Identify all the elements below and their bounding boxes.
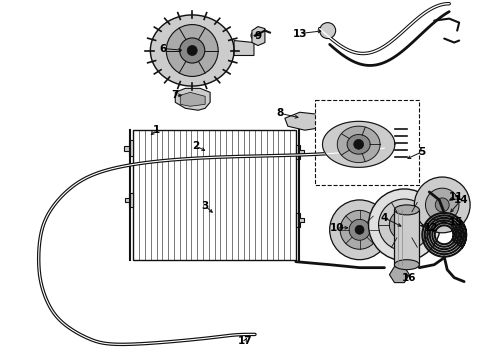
Text: 1: 1 (153, 125, 160, 135)
Circle shape (415, 177, 470, 233)
Polygon shape (285, 112, 322, 130)
Polygon shape (337, 126, 380, 162)
Circle shape (390, 210, 419, 240)
Circle shape (166, 24, 218, 76)
Polygon shape (150, 15, 234, 86)
Text: 2: 2 (193, 141, 200, 151)
Circle shape (368, 189, 440, 261)
Text: 10: 10 (329, 223, 344, 233)
Circle shape (187, 45, 197, 55)
Polygon shape (252, 27, 265, 45)
Text: 17: 17 (238, 336, 252, 346)
Circle shape (355, 225, 364, 234)
Circle shape (349, 219, 370, 240)
Text: 3: 3 (201, 201, 209, 211)
Polygon shape (175, 88, 210, 110)
Polygon shape (296, 213, 304, 227)
Text: 11: 11 (449, 192, 464, 202)
Text: 9: 9 (254, 31, 262, 41)
Bar (315, 100, 419, 185)
Text: 8: 8 (276, 108, 284, 118)
Circle shape (330, 200, 390, 260)
Text: 13: 13 (293, 28, 307, 39)
Polygon shape (322, 121, 395, 167)
Polygon shape (347, 135, 370, 154)
Text: 5: 5 (417, 147, 425, 157)
Polygon shape (180, 92, 205, 106)
Bar (133, 130, 296, 260)
Circle shape (340, 210, 379, 249)
Polygon shape (296, 145, 304, 159)
Text: 16: 16 (402, 273, 416, 283)
Polygon shape (124, 140, 133, 156)
Circle shape (435, 198, 449, 212)
Text: 15: 15 (449, 217, 464, 227)
Circle shape (425, 188, 459, 222)
Polygon shape (390, 267, 409, 283)
Ellipse shape (394, 260, 419, 270)
Text: 4: 4 (381, 213, 388, 223)
Text: 6: 6 (160, 44, 167, 54)
Circle shape (251, 32, 259, 40)
Bar (394, 210, 419, 265)
Polygon shape (125, 193, 133, 207)
Circle shape (354, 139, 364, 149)
Circle shape (180, 38, 205, 63)
Text: 14: 14 (454, 195, 468, 205)
Text: 12: 12 (424, 223, 439, 233)
Circle shape (398, 219, 411, 231)
Circle shape (379, 199, 430, 251)
Ellipse shape (394, 205, 419, 215)
Circle shape (319, 23, 336, 39)
Text: 7: 7 (172, 90, 179, 100)
Polygon shape (234, 41, 254, 55)
